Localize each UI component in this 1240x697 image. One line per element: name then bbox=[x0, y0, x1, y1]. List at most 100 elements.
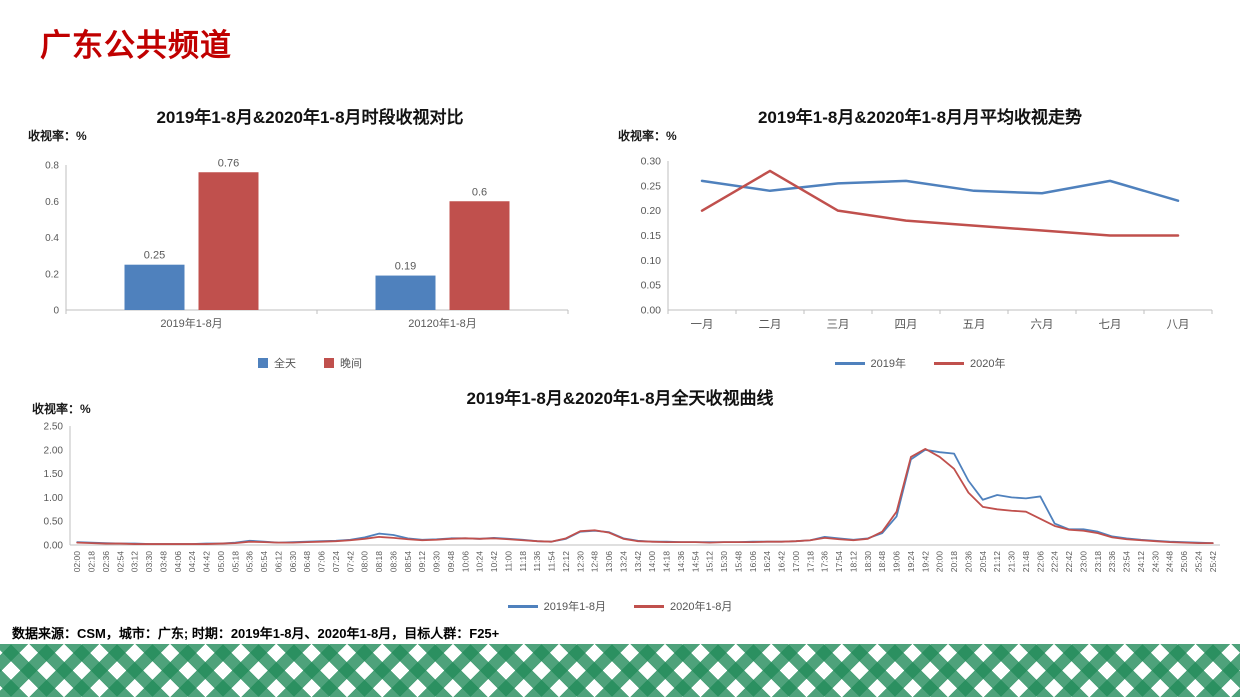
series-2019年 bbox=[700, 179, 1180, 202]
x-tick-label: 四月 bbox=[895, 319, 918, 331]
legend-square-marker bbox=[324, 358, 334, 368]
x-tick-label: 12:12 bbox=[561, 551, 571, 573]
series-2020年1-8月 bbox=[76, 447, 1214, 545]
x-tick-label: 07:06 bbox=[317, 551, 327, 573]
legend-label: 2019年1-8月 bbox=[543, 601, 606, 613]
y-tick-label: 2.50 bbox=[44, 422, 64, 433]
legend-line-marker bbox=[934, 361, 964, 365]
x-tick-label: 20:00 bbox=[935, 551, 945, 573]
legend-line-marker bbox=[507, 604, 538, 608]
x-tick-label: 19:42 bbox=[920, 551, 930, 573]
legend-label: 2020年1-8月 bbox=[670, 601, 733, 613]
x-tick-label: 06:48 bbox=[302, 551, 312, 573]
x-tick-label: 12:48 bbox=[590, 551, 600, 573]
x-tick-label: 23:36 bbox=[1107, 551, 1117, 573]
x-tick-label: 11:18 bbox=[518, 551, 528, 572]
data-source-note: 数据来源：CSM，城市：广东; 时期：2019年1-8月、2020年1-8月，目… bbox=[12, 626, 500, 641]
x-tick-label: 09:30 bbox=[432, 551, 442, 573]
x-tick-label: 07:24 bbox=[331, 551, 341, 573]
series-2019年1-8月 bbox=[76, 448, 1214, 545]
x-tick-label: 05:36 bbox=[245, 551, 255, 573]
x-tick-label: 17:54 bbox=[834, 551, 844, 573]
x-tick-label: 08:00 bbox=[360, 551, 370, 573]
x-tick-label: 09:12 bbox=[417, 551, 427, 573]
x-tick-label: 五月 bbox=[963, 319, 986, 331]
x-tick-label: 20:18 bbox=[949, 551, 959, 573]
x-tick-label: 24:48 bbox=[1165, 551, 1175, 573]
monthly-chart-title: 2019年1-8月&2020年1-8月月平均收视走势 bbox=[757, 108, 1083, 127]
x-tick-label: 08:18 bbox=[374, 551, 384, 573]
x-tick-label: 14:36 bbox=[676, 551, 686, 573]
x-tick-label: 03:48 bbox=[158, 551, 168, 573]
daily-chart-legend: 2019年1-8月 2020年1-8月 bbox=[10, 598, 1230, 614]
daily-chart-plot: 0.00 0.50 1.00 1.50 2.00 2.50 02:00 02:18 02:36 0… bbox=[44, 422, 1220, 573]
x-tick-label: 05:00 bbox=[216, 551, 226, 573]
x-tick-label: 17:36 bbox=[820, 551, 830, 573]
y-tick-label: 0.2 bbox=[45, 269, 59, 280]
x-tick-label: 04:42 bbox=[202, 551, 212, 573]
x-tick-label: 18:12 bbox=[848, 551, 858, 573]
x-tick-label: 15:30 bbox=[719, 551, 729, 573]
x-tick-label: 09:48 bbox=[446, 551, 456, 573]
x-tick-label: 16:06 bbox=[748, 551, 758, 573]
legend-item: 晚间 bbox=[324, 355, 362, 371]
x-tick-label: 16:24 bbox=[762, 551, 772, 573]
monthly-chart-y-axis-label: 收视率：% bbox=[618, 129, 677, 143]
legend-label: 全天 bbox=[274, 358, 296, 370]
x-tick-label: 19:06 bbox=[892, 551, 902, 573]
y-tick-label: 0.4 bbox=[45, 233, 59, 244]
x-tick-label: 20:54 bbox=[978, 551, 988, 573]
x-tick-label: 11:54 bbox=[547, 551, 557, 572]
y-tick-label: 0 bbox=[53, 306, 59, 317]
bar-chart: 2019年1-8月&2020年1-8月时段收视对比 收视率：% 0 0.2 0.4 0… bbox=[20, 103, 600, 393]
decorative-plaid-band bbox=[0, 644, 1240, 697]
x-tick-label: 16:42 bbox=[777, 551, 787, 573]
daily-chart-title: 2019年1-8月&2020年1-8月全天收视曲线 bbox=[466, 389, 774, 408]
bar-value-label: 0.6 bbox=[472, 186, 487, 198]
y-tick-label: 2.00 bbox=[44, 445, 64, 456]
x-tick-label: 21:48 bbox=[1021, 551, 1031, 573]
series-2020年 bbox=[700, 169, 1180, 237]
page-title: 广东公共频道 bbox=[40, 28, 232, 63]
legend-square-marker bbox=[258, 358, 268, 368]
legend-item: 2019年1-8月 bbox=[507, 598, 606, 614]
legend-item: 全天 bbox=[258, 355, 296, 371]
x-tick-label: 20:36 bbox=[963, 551, 973, 573]
bar-晚间 bbox=[449, 201, 510, 310]
bar-全天 bbox=[375, 275, 436, 310]
y-tick-label: 0.10 bbox=[641, 255, 662, 267]
x-tick-label: 八月 bbox=[1167, 319, 1190, 331]
y-tick-label: 0.30 bbox=[641, 156, 662, 168]
x-tick-label: 11:36 bbox=[532, 551, 542, 572]
x-tick-label: 13:42 bbox=[633, 551, 643, 573]
x-tick-label: 04:24 bbox=[187, 551, 197, 573]
y-tick-label: 1.00 bbox=[44, 493, 64, 504]
y-tick-label: 0.15 bbox=[641, 230, 662, 242]
y-tick-label: 0.00 bbox=[44, 541, 64, 552]
x-tick-label: 18:30 bbox=[863, 551, 873, 573]
bar-全天 bbox=[124, 264, 185, 310]
bar-value-label: 0.76 bbox=[218, 157, 239, 169]
x-tick-label: 19:24 bbox=[906, 551, 916, 573]
y-tick-label: 0.25 bbox=[641, 180, 662, 192]
bar-value-label: 0.25 bbox=[144, 250, 165, 262]
x-tick-label: 七月 bbox=[1099, 318, 1122, 331]
monthly-chart-legend: 2019年 2020年 bbox=[612, 355, 1228, 371]
bar-chart-legend: 全天 晚间 bbox=[20, 355, 600, 371]
bar-chart-title: 2019年1-8月&2020年1-8月时段收视对比 bbox=[156, 108, 464, 127]
x-tick-label: 18:48 bbox=[877, 551, 887, 573]
x-tick-label: 05:54 bbox=[259, 551, 269, 573]
y-tick-label: 0.20 bbox=[641, 205, 662, 217]
x-tick-label: 25:42 bbox=[1208, 551, 1218, 573]
legend-item: 2020年1-8月 bbox=[634, 598, 732, 614]
y-tick-label: 0.05 bbox=[641, 280, 662, 292]
legend-label: 晚间 bbox=[340, 358, 362, 370]
x-tick-label: 一月 bbox=[691, 319, 714, 331]
x-tick-label: 11:00 bbox=[503, 551, 513, 572]
legend-line-marker bbox=[834, 361, 865, 365]
x-tick-label: 02:00 bbox=[72, 551, 82, 573]
legend-line-marker bbox=[634, 604, 664, 608]
legend-label: 2020年 bbox=[970, 358, 1006, 370]
x-tick-label: 25:06 bbox=[1179, 551, 1189, 573]
